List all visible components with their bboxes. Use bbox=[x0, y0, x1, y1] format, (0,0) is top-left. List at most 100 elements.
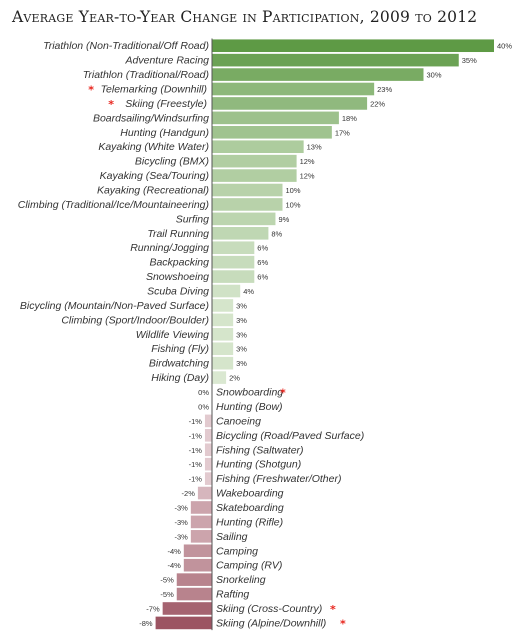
star-marker: * bbox=[340, 617, 346, 630]
bar bbox=[212, 183, 283, 197]
category-label: Hunting (Rifle) bbox=[216, 516, 283, 528]
value-label: 3% bbox=[236, 316, 247, 325]
bar bbox=[212, 313, 234, 327]
star-marker: * bbox=[280, 387, 286, 400]
value-label: 3% bbox=[236, 301, 247, 310]
star-marker: * bbox=[330, 603, 336, 616]
category-label: Sailing bbox=[216, 531, 248, 543]
category-label: Wakeboarding bbox=[216, 488, 284, 500]
value-label: -1% bbox=[189, 475, 203, 484]
bar bbox=[190, 515, 212, 529]
value-label: 0% bbox=[198, 388, 209, 397]
category-label: Bicycling (BMX) bbox=[135, 156, 209, 168]
bar bbox=[212, 342, 234, 356]
bar bbox=[162, 602, 212, 615]
value-label: -3% bbox=[175, 532, 189, 541]
bar bbox=[212, 125, 332, 139]
value-label: -1% bbox=[189, 446, 203, 455]
category-label: Kayaking (Recreational) bbox=[97, 185, 209, 197]
star-marker: * bbox=[88, 84, 94, 97]
value-label: -1% bbox=[189, 460, 203, 469]
category-label: Bicycling (Mountain/Non-Paved Surface) bbox=[20, 300, 209, 312]
category-label: Skiing (Alpine/Downhill) bbox=[216, 617, 326, 629]
value-label: 10% bbox=[286, 186, 301, 195]
category-label: Boardsailing/Windsurfing bbox=[93, 112, 209, 124]
category-label: Hunting (Shotgun) bbox=[216, 459, 301, 471]
bar bbox=[212, 154, 297, 168]
value-label: 10% bbox=[286, 200, 301, 209]
bar bbox=[190, 530, 212, 543]
category-label: Triathlon (Non-Traditional/Off Road) bbox=[43, 40, 209, 52]
category-label: Hunting (Handgun) bbox=[120, 127, 209, 139]
category-label: Snowboarding bbox=[216, 387, 283, 399]
value-label: -5% bbox=[160, 590, 174, 599]
bar bbox=[212, 356, 234, 370]
value-label: 35% bbox=[462, 56, 477, 65]
value-label: 23% bbox=[377, 85, 392, 94]
value-label: 6% bbox=[257, 258, 268, 267]
bar bbox=[212, 270, 255, 283]
category-label: Hunting (Bow) bbox=[216, 401, 283, 413]
bar bbox=[183, 544, 212, 558]
value-label: -4% bbox=[167, 561, 181, 570]
value-label: -3% bbox=[175, 518, 189, 527]
value-label: 9% bbox=[278, 215, 289, 224]
bar bbox=[212, 53, 459, 67]
bar bbox=[212, 241, 255, 255]
category-label: Surfing bbox=[176, 213, 209, 225]
bar bbox=[204, 414, 212, 428]
value-label: -5% bbox=[160, 576, 174, 585]
category-label: Bicycling (Road/Paved Surface) bbox=[216, 430, 364, 442]
value-label: 3% bbox=[236, 345, 247, 354]
bar bbox=[212, 169, 297, 182]
category-label: Telemarking (Downhill) bbox=[101, 84, 207, 96]
category-label: Climbing (Traditional/Ice/Mountaineering… bbox=[18, 199, 209, 211]
bar bbox=[197, 486, 212, 500]
value-label: 18% bbox=[342, 114, 357, 123]
category-label: Running/Jogging bbox=[130, 242, 209, 254]
value-label: -8% bbox=[139, 619, 153, 628]
value-label: 2% bbox=[229, 374, 240, 383]
value-label: 3% bbox=[236, 330, 247, 339]
value-label: -7% bbox=[146, 604, 160, 613]
category-label: Kayaking (White Water) bbox=[98, 141, 209, 153]
category-label: Snorkeling bbox=[216, 574, 266, 586]
value-label: 8% bbox=[271, 229, 282, 238]
bar bbox=[176, 573, 212, 586]
category-label: Backpacking bbox=[149, 257, 209, 269]
value-label: 40% bbox=[497, 42, 512, 51]
value-label: 6% bbox=[257, 244, 268, 253]
value-label: 4% bbox=[243, 287, 254, 296]
bar bbox=[212, 97, 368, 110]
category-label: Camping (RV) bbox=[216, 560, 282, 572]
value-label: -1% bbox=[189, 417, 203, 426]
value-label: 12% bbox=[300, 157, 315, 166]
bar bbox=[212, 299, 234, 312]
value-label: 12% bbox=[300, 172, 315, 181]
value-label: -1% bbox=[189, 431, 203, 440]
value-label: -3% bbox=[175, 503, 189, 512]
category-label: Snowshoeing bbox=[146, 271, 209, 283]
category-label: Fishing (Saltwater) bbox=[216, 444, 304, 456]
labels-layer: Triathlon (Non-Traditional/Off Road) 40% A… bbox=[18, 40, 513, 630]
bar bbox=[212, 111, 339, 125]
value-label: -2% bbox=[182, 489, 196, 498]
value-label: -4% bbox=[167, 547, 181, 556]
category-label: Fishing (Freshwater/Other) bbox=[216, 473, 341, 485]
bar bbox=[212, 371, 227, 384]
category-label: Wildlife Viewing bbox=[136, 329, 209, 341]
bar bbox=[212, 328, 234, 341]
category-label: Hiking (Day) bbox=[151, 372, 209, 384]
bar bbox=[212, 227, 269, 240]
value-label: 17% bbox=[335, 128, 350, 137]
bar bbox=[212, 82, 375, 96]
bar bbox=[204, 457, 212, 471]
category-label: Adventure Racing bbox=[125, 55, 210, 67]
bar bbox=[176, 587, 212, 601]
value-label: 6% bbox=[257, 273, 268, 282]
category-label: Birdwatching bbox=[149, 358, 209, 370]
category-label: Rafting bbox=[216, 589, 249, 601]
bar bbox=[204, 472, 212, 485]
bar bbox=[212, 39, 494, 53]
